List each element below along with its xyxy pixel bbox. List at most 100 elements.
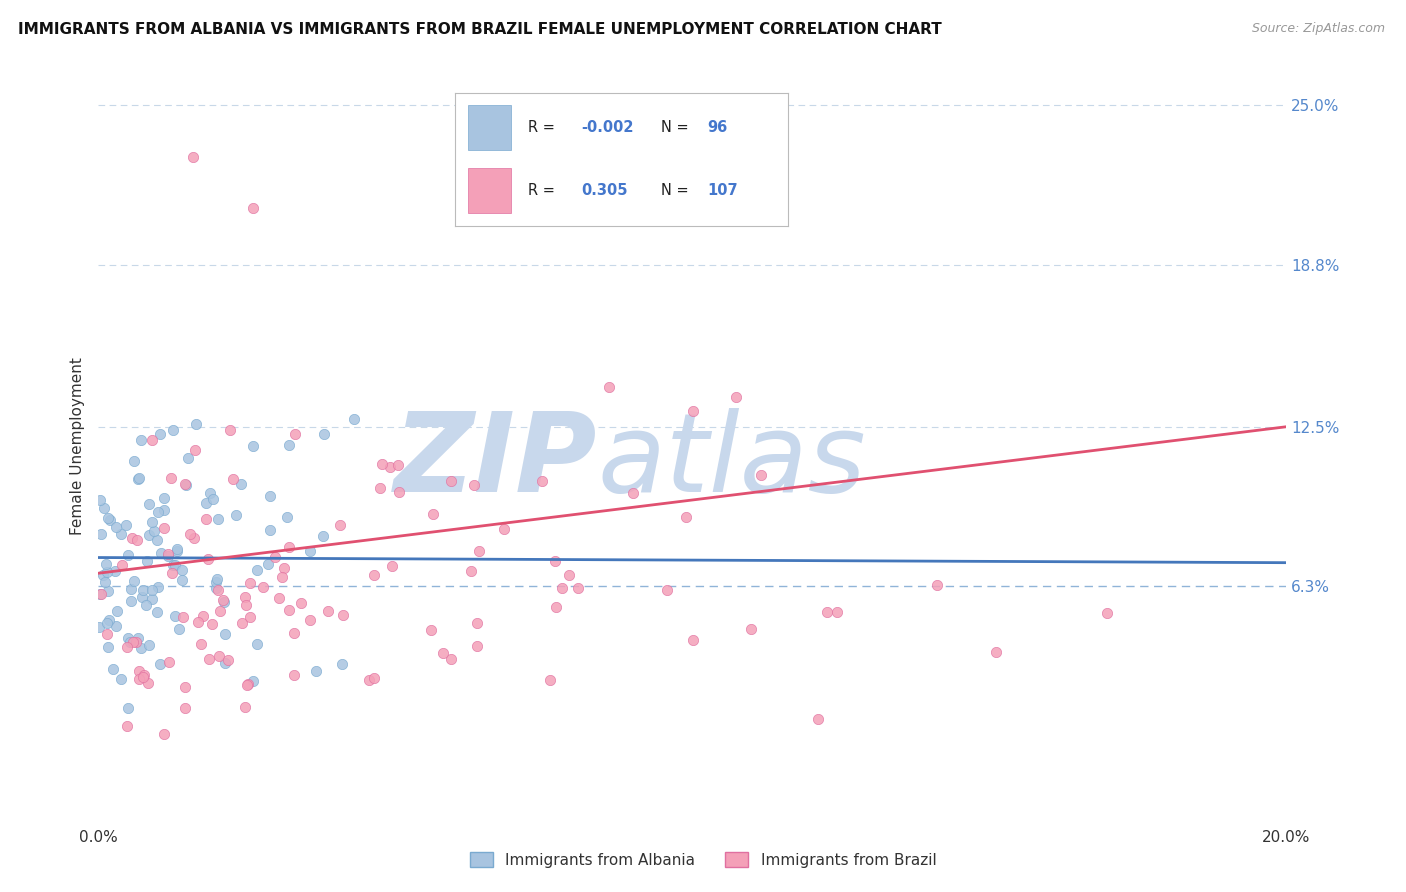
Point xyxy=(463,477,485,491)
Point xyxy=(120,634,142,648)
Point xyxy=(129,433,152,447)
Point xyxy=(172,564,194,578)
Point xyxy=(1095,606,1118,620)
Point xyxy=(136,554,159,568)
Point xyxy=(312,528,335,542)
Point xyxy=(225,508,247,522)
Point xyxy=(163,608,186,623)
Legend: Immigrants from Albania, Immigrants from Brazil: Immigrants from Albania, Immigrants from… xyxy=(463,844,943,875)
Point xyxy=(420,623,443,637)
Point xyxy=(135,598,157,612)
Point xyxy=(217,653,239,667)
Point xyxy=(96,615,118,630)
Point xyxy=(148,505,170,519)
Point xyxy=(153,491,176,505)
Point xyxy=(141,592,163,607)
Point xyxy=(815,605,838,619)
Point xyxy=(153,521,176,535)
Point xyxy=(120,582,142,596)
Point xyxy=(332,607,354,622)
Point xyxy=(96,557,118,571)
Point xyxy=(229,477,252,491)
Point xyxy=(290,596,312,610)
Point xyxy=(136,675,159,690)
Point xyxy=(212,595,235,609)
Point xyxy=(105,604,128,618)
Point xyxy=(169,622,191,636)
Point xyxy=(316,604,339,618)
Point xyxy=(212,593,235,607)
Point xyxy=(132,670,155,684)
Point xyxy=(105,619,128,633)
Point xyxy=(98,513,121,527)
Point xyxy=(89,492,111,507)
Point xyxy=(120,594,142,608)
Point xyxy=(422,507,444,521)
Point xyxy=(186,615,208,630)
Point xyxy=(219,423,242,437)
Point xyxy=(202,492,225,507)
Point xyxy=(128,672,150,686)
Point xyxy=(235,598,257,612)
Point xyxy=(162,423,184,437)
Point xyxy=(141,582,163,597)
Point xyxy=(125,533,148,547)
Point xyxy=(166,544,188,558)
Point xyxy=(166,541,188,556)
Point xyxy=(343,412,366,426)
Point xyxy=(439,652,461,666)
Point xyxy=(90,526,112,541)
Point xyxy=(546,599,568,614)
Point xyxy=(186,417,208,431)
Point xyxy=(170,574,193,588)
Point xyxy=(184,443,207,458)
Point xyxy=(174,477,197,491)
Point xyxy=(277,602,299,616)
Point xyxy=(198,485,221,500)
Point xyxy=(363,567,385,582)
Point xyxy=(207,512,229,526)
Point xyxy=(104,565,127,579)
Point xyxy=(197,552,219,566)
Point xyxy=(239,575,262,590)
Point xyxy=(124,574,146,588)
Point xyxy=(138,638,160,652)
Point xyxy=(193,609,215,624)
Point xyxy=(174,477,197,491)
Text: atlas: atlas xyxy=(598,408,866,515)
Point xyxy=(127,472,149,486)
Point xyxy=(110,526,132,541)
Point xyxy=(460,564,482,578)
Point xyxy=(623,486,645,500)
Point xyxy=(157,655,180,669)
Point xyxy=(97,511,120,525)
Point xyxy=(299,613,322,627)
Point xyxy=(97,640,120,654)
Point xyxy=(305,664,328,678)
Point xyxy=(330,657,353,671)
Point xyxy=(205,572,228,586)
Point xyxy=(98,613,121,627)
Point xyxy=(236,677,259,691)
Point xyxy=(157,549,180,563)
Point xyxy=(87,620,110,634)
Point xyxy=(264,549,287,564)
Point xyxy=(121,635,143,649)
Point xyxy=(825,605,848,619)
Point xyxy=(179,527,201,541)
Point xyxy=(984,645,1007,659)
Point xyxy=(298,544,321,558)
Point xyxy=(273,560,295,574)
Point xyxy=(806,712,828,726)
Point xyxy=(675,509,697,524)
Point xyxy=(214,657,236,671)
Point xyxy=(551,581,574,595)
Point xyxy=(177,450,200,465)
Point xyxy=(283,667,305,681)
Point xyxy=(149,546,172,560)
Point xyxy=(121,532,143,546)
Point xyxy=(246,637,269,651)
Point xyxy=(89,587,111,601)
Point xyxy=(174,701,197,715)
Point xyxy=(558,568,581,582)
